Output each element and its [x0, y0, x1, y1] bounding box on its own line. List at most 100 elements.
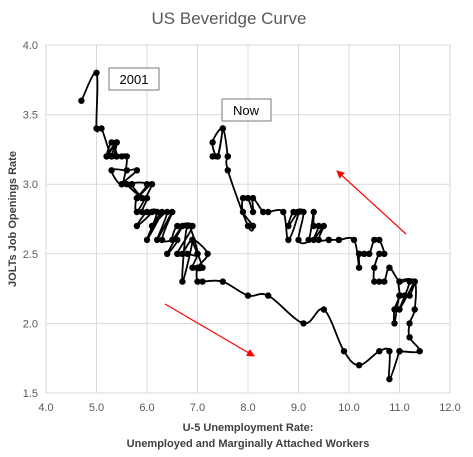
- data-point: [169, 236, 176, 244]
- data-point: [214, 153, 221, 160]
- data-point: [169, 208, 176, 216]
- data-point: [396, 292, 403, 299]
- data-point: [406, 320, 413, 327]
- data-point: [158, 236, 166, 244]
- data-point: [164, 208, 171, 216]
- callout-box-2001: [108, 67, 160, 91]
- data-point: [194, 278, 201, 285]
- data-point: [371, 264, 378, 271]
- data-point: [371, 278, 378, 285]
- data-point: [164, 250, 171, 257]
- data-point: [143, 194, 151, 202]
- data-point: [396, 348, 403, 355]
- data-point: [295, 236, 302, 244]
- data-point: [108, 153, 115, 160]
- data-point: [158, 208, 166, 216]
- x-tick-label: 5.0: [89, 402, 104, 414]
- data-point: [179, 222, 186, 230]
- y-tick-label: 2.5: [23, 249, 38, 261]
- data-point: [290, 208, 297, 216]
- y-tick-label: 3.0: [23, 179, 38, 191]
- data-point: [123, 181, 130, 188]
- data-point: [249, 194, 257, 202]
- y-tick-label: 3.5: [23, 110, 38, 122]
- annotation-now: Now: [233, 103, 260, 118]
- data-point: [315, 222, 322, 230]
- data-point: [305, 236, 312, 244]
- data-point: [179, 278, 186, 285]
- data-point: [320, 306, 327, 313]
- data-point: [416, 348, 423, 355]
- data-point: [376, 348, 383, 355]
- callout-now: Now: [221, 98, 272, 122]
- annotation-2001: 2001: [120, 72, 149, 87]
- data-point: [310, 222, 317, 230]
- data-point: [335, 236, 343, 244]
- data-point: [118, 153, 126, 160]
- data-point: [285, 236, 292, 244]
- data-point: [184, 222, 191, 230]
- data-point: [138, 194, 146, 202]
- data-point: [184, 250, 191, 257]
- y-tick-label: 4.0: [23, 40, 38, 52]
- data-point: [355, 362, 363, 369]
- data-point: [265, 292, 272, 299]
- data-point: [260, 208, 267, 216]
- data-point: [381, 250, 388, 257]
- data-point: [174, 222, 181, 230]
- data-point: [355, 250, 363, 257]
- x-tick-label: 6.0: [139, 402, 154, 414]
- data-point: [133, 222, 141, 230]
- x-tick-label: 4.0: [38, 402, 53, 414]
- data-point: [376, 278, 383, 285]
- data-point: [244, 292, 252, 299]
- data-point: [189, 236, 196, 244]
- data-point: [310, 236, 317, 244]
- data-point: [153, 236, 161, 244]
- data-point: [153, 208, 161, 216]
- data-point: [174, 250, 181, 257]
- data-point: [78, 97, 85, 104]
- data-point: [128, 181, 136, 188]
- callout-2001: 2001: [108, 67, 160, 91]
- data-point: [148, 222, 156, 230]
- data-point: [204, 250, 211, 257]
- data-point: [224, 153, 231, 160]
- arrow-down-right: [164, 303, 255, 357]
- data-point: [244, 194, 252, 202]
- data-point: [133, 208, 141, 216]
- data-point: [350, 236, 358, 244]
- data-point: [239, 194, 247, 202]
- series-line: [80, 71, 421, 381]
- data-point: [123, 167, 130, 174]
- data-point: [189, 264, 196, 271]
- x-tick-label: 11.0: [389, 402, 410, 414]
- data-point: [93, 125, 100, 132]
- data-point: [108, 167, 115, 174]
- data-point: [361, 250, 368, 257]
- x-axis-title-line2: Unemployed and Marginally Attached Worke…: [127, 438, 370, 450]
- data-point: [194, 264, 201, 271]
- data-point: [239, 208, 247, 216]
- x-tick-label: 10.0: [338, 402, 359, 414]
- data-point: [315, 236, 322, 244]
- data-point: [295, 208, 302, 216]
- y-tick-label: 2.0: [23, 318, 38, 330]
- data-point: [406, 278, 413, 285]
- data-point: [320, 222, 327, 230]
- data-point: [143, 208, 151, 216]
- data-point: [325, 236, 332, 244]
- y-axis-title: JOLTs Job Openings Rate: [7, 151, 19, 287]
- data-point: [386, 348, 393, 355]
- data-point: [300, 320, 307, 327]
- series-beveridge: [78, 69, 423, 383]
- data-point: [209, 139, 216, 146]
- data-point: [93, 69, 100, 77]
- data-point: [133, 167, 141, 174]
- data-point: [174, 236, 181, 244]
- x-axis-title-line1: U-5 Unemployment Rate:: [183, 422, 314, 434]
- data-point: [310, 208, 317, 216]
- data-point: [118, 181, 126, 188]
- data-point: [103, 153, 110, 160]
